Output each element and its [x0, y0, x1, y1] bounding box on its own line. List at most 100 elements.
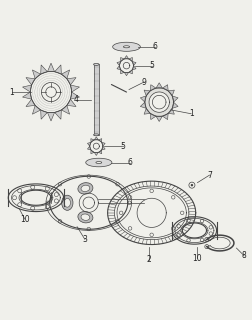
Circle shape: [87, 175, 90, 178]
Circle shape: [128, 227, 131, 230]
Circle shape: [58, 182, 61, 186]
Polygon shape: [168, 90, 174, 96]
Polygon shape: [116, 66, 120, 70]
Circle shape: [54, 199, 58, 203]
Polygon shape: [93, 64, 99, 135]
Circle shape: [115, 182, 119, 186]
Circle shape: [186, 219, 190, 222]
Polygon shape: [140, 102, 146, 108]
Ellipse shape: [96, 162, 101, 164]
Polygon shape: [101, 146, 105, 150]
Circle shape: [208, 232, 212, 235]
Polygon shape: [98, 139, 101, 142]
Text: 6: 6: [152, 42, 157, 51]
Polygon shape: [32, 105, 41, 114]
Circle shape: [30, 185, 35, 189]
Polygon shape: [155, 116, 162, 122]
Ellipse shape: [78, 212, 92, 223]
Ellipse shape: [123, 46, 129, 48]
Polygon shape: [22, 92, 32, 99]
Text: 5: 5: [120, 142, 125, 151]
Polygon shape: [132, 61, 136, 66]
Circle shape: [171, 196, 174, 199]
Circle shape: [204, 244, 208, 249]
Ellipse shape: [78, 183, 92, 194]
Polygon shape: [94, 152, 98, 156]
Polygon shape: [41, 110, 47, 119]
Polygon shape: [67, 99, 76, 107]
Polygon shape: [120, 70, 124, 74]
Circle shape: [45, 187, 49, 191]
Polygon shape: [140, 96, 146, 102]
Polygon shape: [54, 65, 61, 74]
Ellipse shape: [85, 158, 111, 167]
Circle shape: [200, 238, 203, 242]
Circle shape: [200, 219, 203, 223]
Circle shape: [128, 196, 131, 199]
Circle shape: [30, 206, 35, 210]
Text: 5: 5: [149, 61, 153, 70]
Polygon shape: [143, 108, 150, 114]
Polygon shape: [87, 142, 91, 146]
Circle shape: [115, 220, 119, 223]
Circle shape: [188, 182, 194, 188]
Text: 3: 3: [82, 235, 87, 244]
Polygon shape: [90, 150, 94, 154]
Text: 10: 10: [191, 253, 201, 262]
Polygon shape: [67, 77, 76, 85]
Circle shape: [149, 189, 153, 193]
Circle shape: [58, 220, 61, 223]
Circle shape: [12, 196, 16, 200]
Ellipse shape: [112, 42, 140, 51]
Text: 4: 4: [73, 95, 78, 104]
Polygon shape: [128, 58, 132, 61]
Ellipse shape: [93, 134, 99, 136]
Polygon shape: [124, 72, 128, 76]
Polygon shape: [120, 58, 124, 61]
Polygon shape: [22, 85, 32, 92]
Circle shape: [190, 184, 192, 186]
Polygon shape: [101, 142, 105, 146]
Circle shape: [18, 203, 22, 207]
Polygon shape: [41, 65, 47, 74]
Circle shape: [176, 233, 180, 236]
Circle shape: [45, 205, 49, 209]
Circle shape: [176, 225, 180, 228]
Ellipse shape: [93, 63, 99, 65]
Ellipse shape: [81, 185, 89, 192]
Circle shape: [171, 227, 174, 230]
Text: 1: 1: [188, 109, 193, 118]
Circle shape: [186, 239, 190, 242]
Polygon shape: [70, 92, 79, 99]
Text: 1: 1: [10, 88, 14, 97]
Circle shape: [54, 193, 58, 196]
Polygon shape: [171, 96, 177, 102]
Ellipse shape: [81, 214, 89, 220]
Circle shape: [18, 189, 22, 193]
Polygon shape: [32, 70, 41, 79]
Text: 10: 10: [20, 215, 29, 224]
Ellipse shape: [64, 198, 70, 207]
Polygon shape: [61, 105, 69, 114]
Polygon shape: [47, 63, 54, 72]
Polygon shape: [162, 85, 168, 91]
Polygon shape: [26, 99, 35, 107]
Circle shape: [208, 226, 212, 229]
Polygon shape: [116, 61, 120, 66]
Polygon shape: [54, 110, 61, 119]
Text: 9: 9: [141, 77, 146, 86]
Polygon shape: [150, 85, 155, 91]
Text: 8: 8: [241, 251, 245, 260]
Circle shape: [180, 211, 183, 215]
Polygon shape: [47, 112, 54, 121]
Ellipse shape: [61, 195, 73, 210]
Text: 2: 2: [146, 255, 151, 264]
Circle shape: [46, 201, 50, 204]
Polygon shape: [90, 139, 94, 142]
Polygon shape: [162, 113, 168, 120]
Polygon shape: [98, 150, 101, 154]
Circle shape: [87, 227, 90, 231]
Circle shape: [127, 201, 131, 204]
Polygon shape: [124, 56, 128, 59]
Text: 6: 6: [127, 158, 132, 167]
